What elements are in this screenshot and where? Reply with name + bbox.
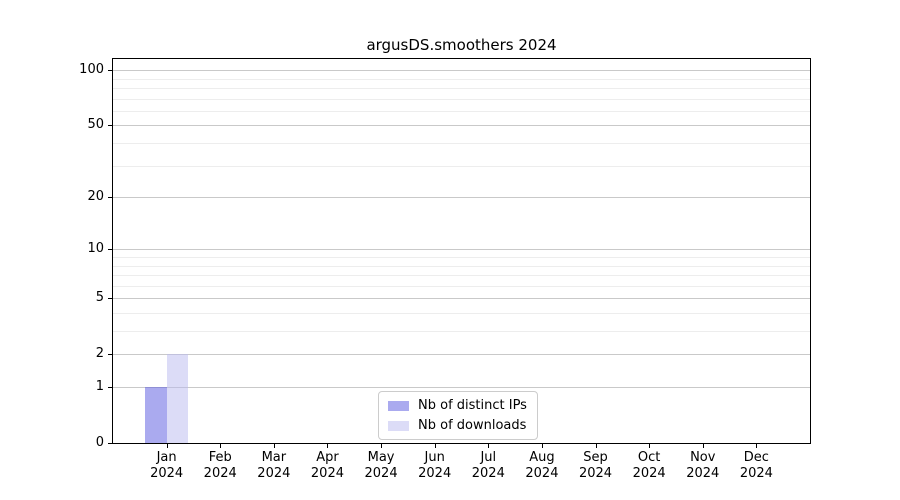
gridline-minor — [113, 165, 810, 167]
x-tick-mark — [488, 444, 490, 448]
legend: Nb of distinct IPs Nb of downloads — [378, 391, 538, 440]
y-tick-mark — [108, 249, 112, 251]
y-tick-mark — [108, 354, 112, 356]
x-tick-mark — [756, 444, 758, 448]
x-tick-mark — [166, 444, 168, 448]
gridline-minor — [113, 88, 810, 89]
gridline-major — [113, 387, 810, 388]
x-tick-mark — [649, 444, 651, 448]
y-tick-label: 50 — [87, 117, 104, 133]
x-tick-label-feb: Feb 2024 — [203, 450, 237, 481]
x-tick-mark — [381, 444, 383, 448]
gridline-minor — [113, 256, 810, 258]
gridline-minor — [113, 78, 810, 80]
x-tick-label-dec: Dec 2024 — [739, 450, 773, 481]
legend-item-distinct-ips: Nb of distinct IPs — [388, 397, 527, 414]
y-tick-mark — [108, 125, 112, 127]
y-tick-mark — [108, 298, 112, 300]
y-tick-mark — [108, 70, 112, 72]
chart-title: argusDS.smoothers 2024 — [366, 36, 557, 54]
y-tick-mark — [108, 387, 112, 388]
y-tick-mark — [108, 443, 112, 444]
legend-label-downloads: Nb of downloads — [418, 418, 527, 433]
x-tick-mark — [541, 444, 543, 448]
x-tick-label-nov: Nov 2024 — [686, 450, 720, 481]
x-tick-mark — [220, 444, 222, 448]
x-tick-mark — [273, 444, 275, 448]
gridline-minor — [113, 285, 810, 287]
gridline-major — [113, 70, 810, 72]
gridline-minor — [113, 110, 810, 112]
y-tick-mark — [108, 197, 112, 199]
x-tick-mark — [595, 444, 597, 448]
y-tick-label: 5 — [95, 290, 104, 306]
y-tick-label: 2 — [95, 346, 104, 362]
y-tick-label: 20 — [87, 189, 104, 205]
gridline-major — [113, 298, 810, 300]
x-tick-label-jun: Jun 2024 — [418, 450, 452, 481]
x-tick-mark — [327, 444, 329, 448]
gridline-minor — [113, 98, 810, 100]
x-tick-label-apr: Apr 2024 — [310, 450, 344, 481]
gridline-minor — [113, 312, 810, 314]
y-tick-label: 100 — [79, 62, 104, 78]
legend-swatch-downloads-icon — [388, 420, 409, 431]
x-tick-label-aug: Aug 2024 — [525, 450, 559, 481]
legend-swatch-distinct-ips-icon — [388, 400, 409, 411]
y-tick-label: 0 — [95, 435, 104, 450]
y-tick-label: 10 — [87, 241, 104, 257]
plot-area — [113, 59, 810, 443]
y-tick-label: 1 — [95, 379, 104, 394]
x-tick-label-oct: Oct 2024 — [632, 450, 666, 481]
x-tick-label-sep: Sep 2024 — [578, 450, 613, 481]
bar-downloads-jan — [166, 354, 189, 443]
x-tick-label-jan: Jan 2024 — [150, 450, 184, 481]
legend-item-downloads: Nb of downloads — [388, 417, 527, 434]
gridline-major — [113, 249, 810, 251]
gridline-minor — [113, 143, 810, 144]
x-tick-mark — [434, 444, 436, 448]
gridline-major — [113, 197, 810, 199]
x-tick-label-mar: Mar 2024 — [257, 450, 291, 481]
gridline-minor — [113, 265, 810, 267]
bar-distinct-ips-jan — [145, 387, 167, 443]
gridline-major — [113, 354, 810, 356]
x-tick-label-may: May 2024 — [364, 450, 398, 481]
gridline-minor — [113, 275, 810, 277]
legend-label-distinct-ips: Nb of distinct IPs — [418, 398, 527, 413]
x-tick-mark — [702, 444, 704, 448]
gridline-minor — [113, 331, 810, 332]
gridline-major — [113, 125, 810, 127]
x-tick-label-jul: Jul 2024 — [471, 450, 505, 481]
